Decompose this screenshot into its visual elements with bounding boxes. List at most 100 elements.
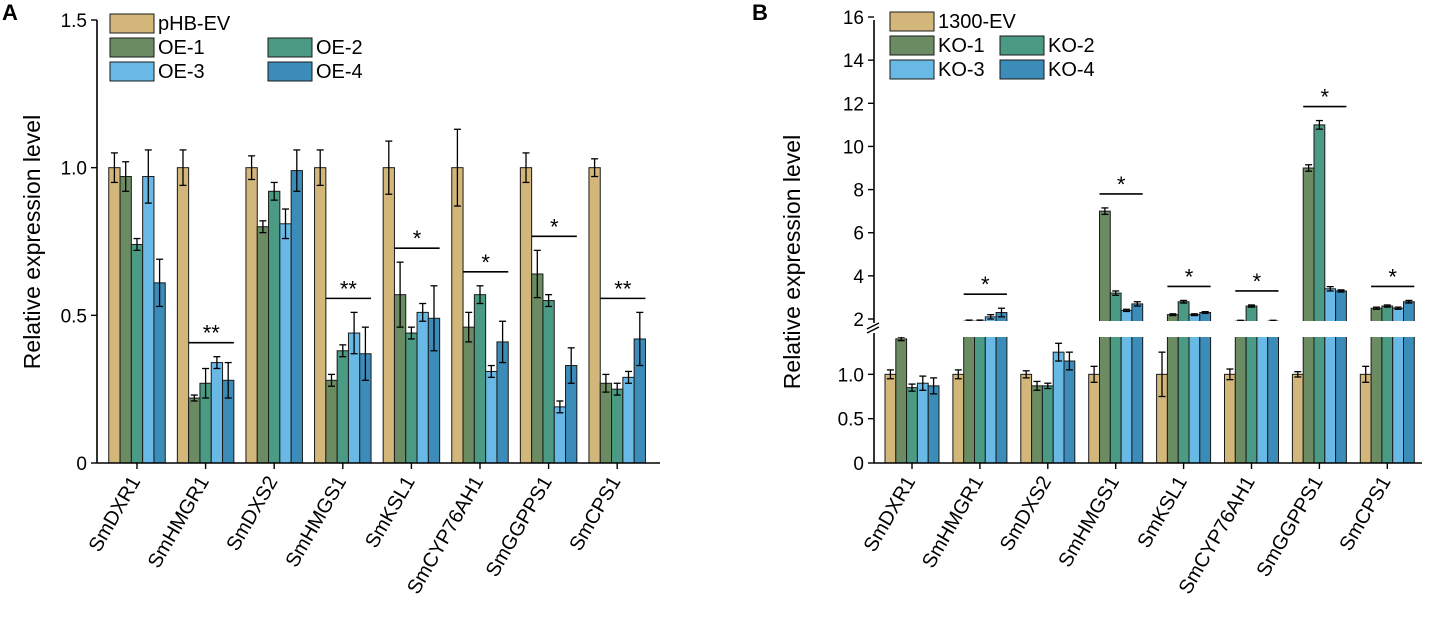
bar-phb-ev-smdxs2 — [245, 167, 258, 464]
bar-ko-3-smdxs2 — [1052, 351, 1065, 464]
legend-swatch-oe-2 — [267, 37, 313, 58]
bar-oe-1-smdxs2 — [256, 226, 270, 464]
bar-ko-4-smdxs2 — [1063, 360, 1076, 464]
bar-phb-ev-smcyp76ah1 — [451, 167, 464, 464]
bar-oe-1-smhmgr1 — [188, 397, 201, 464]
y-tick-label: 2 — [853, 310, 864, 331]
category-label: SmKSL1 — [361, 473, 420, 552]
legend-swatch-phb-ev — [109, 13, 155, 34]
axis-break-mark — [866, 326, 880, 334]
bar-oe-1-smcyp76ah1 — [462, 326, 475, 464]
bar-ko-3-smggpps1 — [1324, 288, 1337, 464]
bar-ko-1-smdxr1 — [895, 338, 908, 464]
bar-ko-1-smggpps1 — [1302, 167, 1315, 464]
bar-oe-2-smdxr1 — [130, 243, 144, 464]
axis-break-gap — [868, 321, 1424, 337]
category-label: SmDXS2 — [996, 473, 1056, 555]
significance-marker: * — [1253, 269, 1262, 294]
legend-label: pHB-EV — [158, 13, 231, 35]
bar-ko-2-smggpps1 — [1313, 124, 1326, 464]
significance-marker: * — [1388, 264, 1397, 289]
bar-ko-4-smggpps1 — [1335, 290, 1347, 464]
bar-oe-3-smcyp76ah1 — [485, 370, 498, 464]
legend-label: 1300-EV — [938, 11, 1016, 33]
y-tick-label: 12 — [843, 94, 864, 115]
bar-phb-ev-smcps1 — [588, 167, 601, 464]
significance-marker: * — [981, 272, 990, 297]
y-tick-label: 16 — [843, 8, 864, 29]
bar-oe-2-smcps1 — [611, 388, 624, 464]
bar-1300-ev-smcps1 — [1359, 373, 1372, 464]
legend-swatch-oe-1 — [109, 37, 155, 58]
legend-label: OE-4 — [316, 61, 363, 83]
legend-label: OE-2 — [316, 37, 363, 59]
y-tick-label: 1.0 — [838, 365, 864, 386]
category-label: SmHMGR1 — [918, 473, 988, 573]
significance-marker: * — [550, 214, 559, 239]
y-axis-title: Relative expression level — [779, 135, 805, 389]
legend-swatch-ko-4 — [999, 59, 1045, 80]
panel-label: A — [2, 0, 18, 25]
significance-marker: ** — [203, 321, 221, 346]
bar-ko-1-smcyp76ah1 — [1234, 320, 1247, 464]
y-tick-label: 0.5 — [61, 306, 87, 327]
significance-marker: * — [413, 226, 422, 251]
significance-marker: * — [481, 250, 490, 275]
category-label: SmGGPPS1 — [1253, 473, 1328, 581]
category-label: SmKSL1 — [1133, 473, 1192, 552]
axis-break-mark — [866, 322, 880, 330]
y-tick-label: 6 — [853, 224, 864, 245]
category-label: SmCYP76AH1 — [1175, 473, 1260, 599]
y-tick-label: 1.5 — [61, 11, 87, 32]
bar-1300-ev-smggpps1 — [1291, 373, 1304, 464]
bar-oe-3-smcps1 — [622, 376, 635, 464]
bar-ko-2-smhmgs1 — [1109, 292, 1122, 464]
bar-ko-4-smdxr1 — [927, 385, 940, 464]
bar-ko-2-smdxs2 — [1041, 385, 1054, 464]
bar-phb-ev-smhmgr1 — [176, 167, 190, 464]
legend-label: KO-3 — [938, 59, 985, 81]
bar-1300-ev-smdxs2 — [1020, 373, 1033, 464]
category-label: SmCPS1 — [1335, 473, 1395, 555]
bar-oe-2-smhmgs1 — [336, 350, 349, 464]
significance-marker: * — [1117, 172, 1126, 197]
category-label: SmHMGS1 — [282, 473, 352, 572]
legend-label: OE-3 — [158, 61, 205, 83]
legend-swatch-ko-1 — [889, 35, 935, 56]
category-label: SmGGPPS1 — [482, 473, 557, 581]
bar-oe-4-smdxs2 — [290, 170, 303, 464]
bar-oe-3-smhmgr1 — [210, 362, 224, 464]
category-label: SmDXR1 — [85, 473, 146, 556]
significance-marker: ** — [614, 276, 632, 301]
category-label: SmCPS1 — [565, 473, 625, 555]
bar-oe-1-smhmgs1 — [325, 379, 338, 464]
y-axis-title: Relative expression level — [19, 115, 45, 369]
category-label: SmHMGS1 — [1054, 473, 1124, 572]
bar-phb-ev-smhmgs1 — [314, 167, 327, 464]
bar-ko-2-smdxr1 — [906, 387, 918, 464]
legend-label: KO-2 — [1048, 35, 1095, 57]
bar-1300-ev-smhmgs1 — [1088, 373, 1100, 464]
y-tick-label: 0 — [76, 454, 87, 475]
bar-phb-ev-smdxr1 — [108, 167, 121, 464]
bar-1300-ev-smhmgr1 — [952, 373, 965, 464]
significance-marker: * — [1185, 264, 1194, 289]
bar-oe-3-smggpps1 — [553, 406, 567, 464]
bar-oe-3-smksl1 — [416, 311, 429, 464]
bar-oe-2-smcyp76ah1 — [473, 294, 487, 464]
legend-swatch-ko-2 — [999, 35, 1045, 56]
bar-ko-3-smdxr1 — [916, 382, 929, 464]
y-tick-label: 0.5 — [838, 410, 864, 431]
bar-oe-2-smdxs2 — [268, 190, 281, 464]
legend-label: KO-4 — [1048, 59, 1095, 81]
bar-ko-2-smhmgr1 — [974, 320, 986, 464]
y-tick-label: 4 — [853, 267, 864, 288]
bar-ko-1-smhmgr1 — [963, 320, 976, 464]
bar-ko-1-smhmgs1 — [1099, 210, 1111, 464]
y-tick-label: 14 — [843, 51, 865, 72]
legend-swatch-oe-3 — [109, 61, 155, 82]
bar-phb-ev-smggpps1 — [519, 167, 533, 464]
bar-1300-ev-smdxr1 — [884, 373, 897, 464]
y-tick-label: 0 — [853, 454, 864, 475]
